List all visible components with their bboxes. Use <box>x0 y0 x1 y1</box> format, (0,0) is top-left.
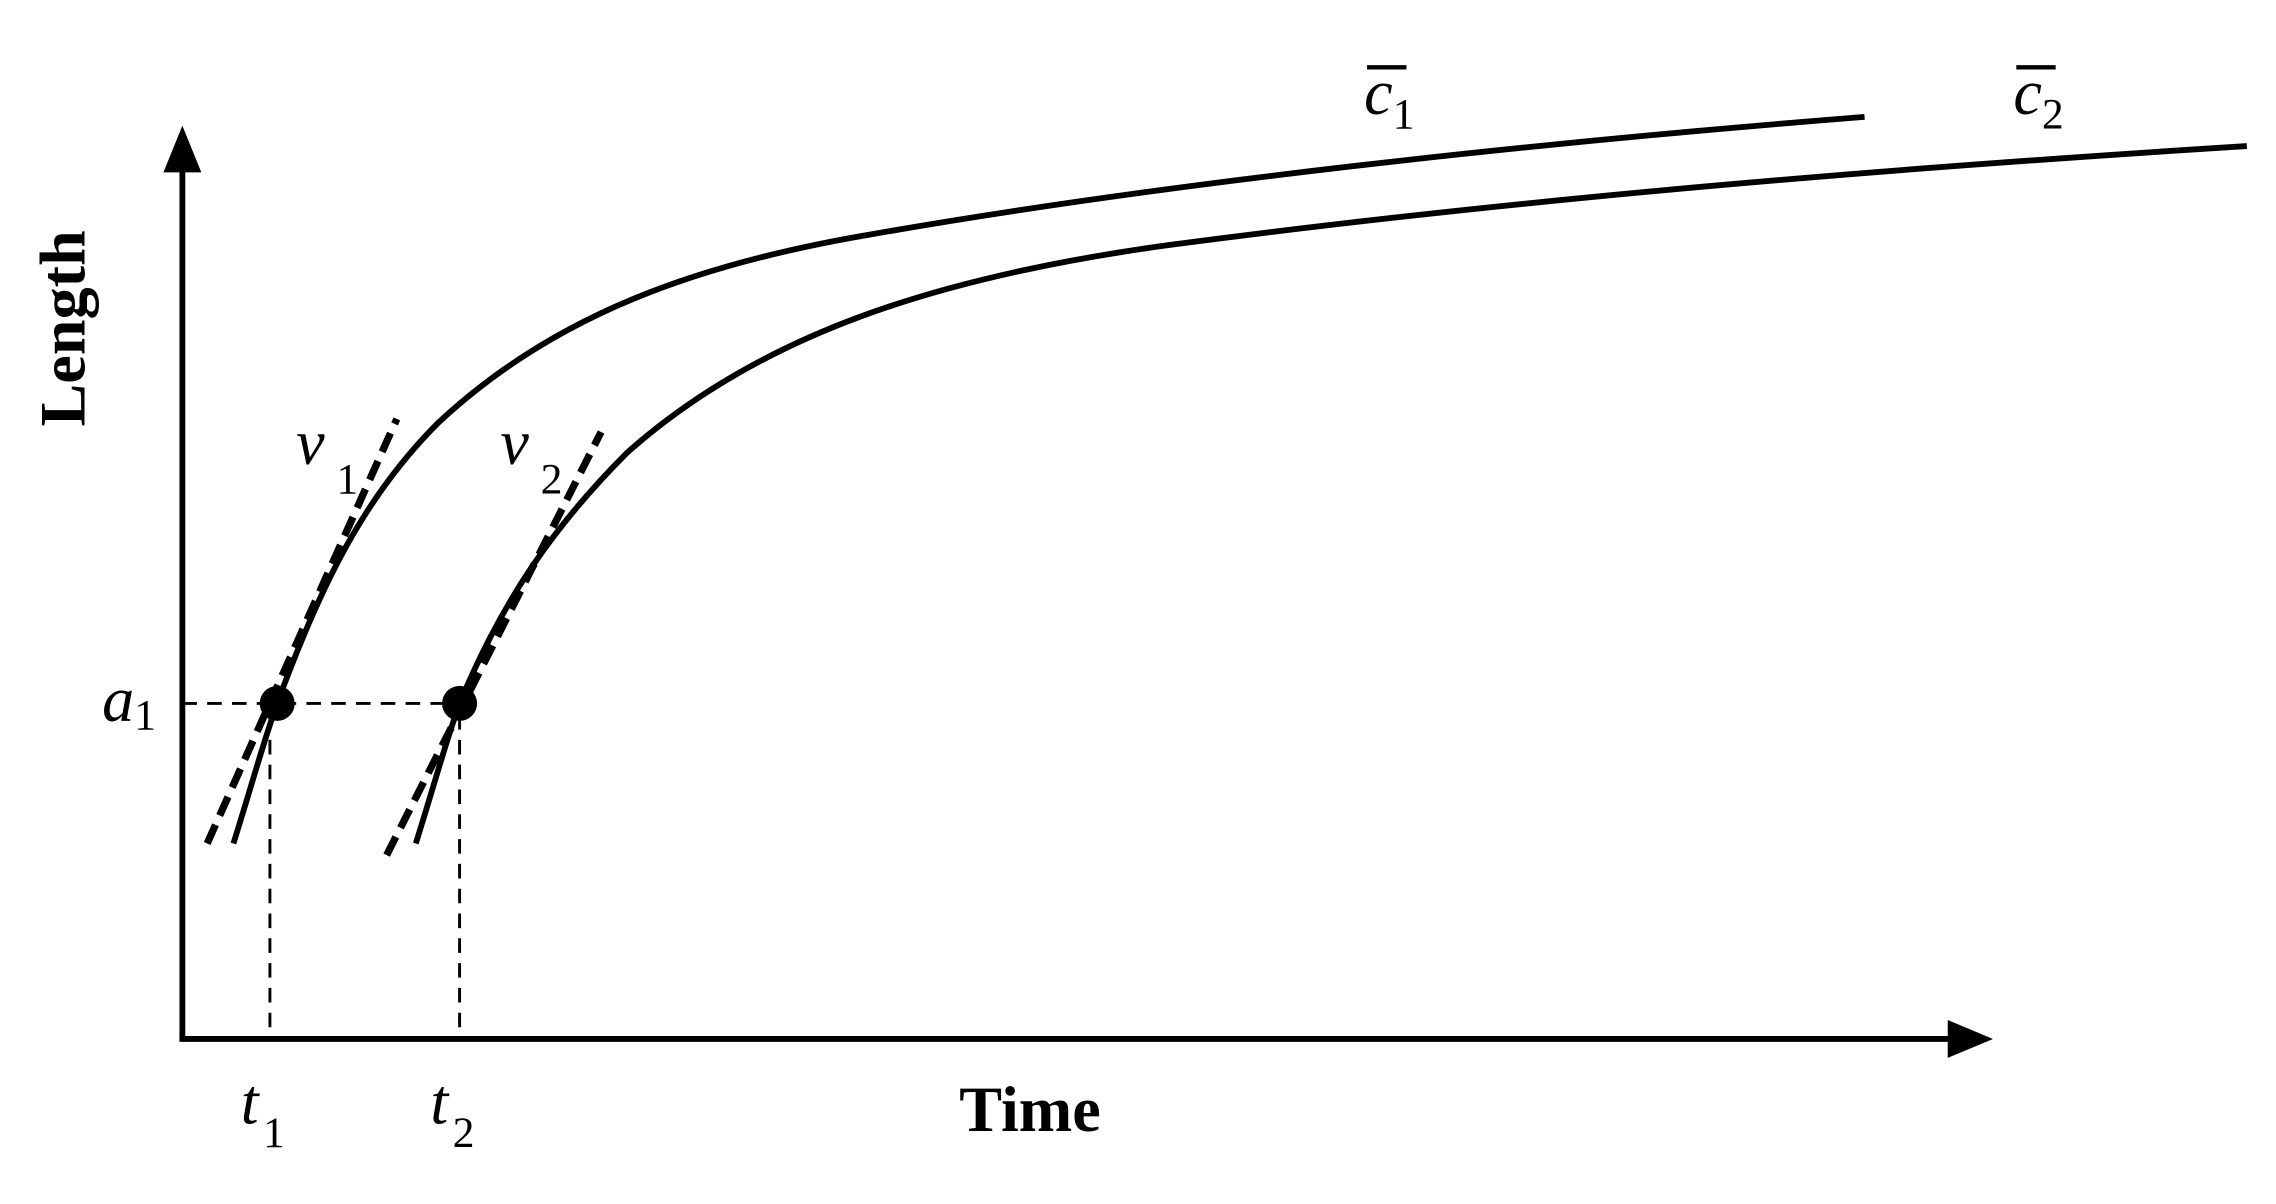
tangent-label: v1 <box>296 407 358 503</box>
y-arrow <box>163 125 202 173</box>
x-axis-label: Time <box>959 1074 1100 1145</box>
label: a <box>102 664 134 735</box>
label: v <box>296 407 325 478</box>
subscript: 1 <box>134 692 156 740</box>
curve-label: c1 <box>1364 57 1414 139</box>
subscript: 1 <box>263 1109 285 1157</box>
label: t <box>241 1067 261 1138</box>
curve-1 <box>230 113 1865 845</box>
y-axis-label: Length <box>28 230 99 426</box>
tangent-label: v2 <box>500 407 562 503</box>
curve-label: c2 <box>2013 57 2063 139</box>
subscript: 2 <box>541 455 563 503</box>
label: c <box>2013 57 2042 128</box>
curve-2 <box>413 143 2248 845</box>
subscript: 1 <box>1393 91 1415 139</box>
label: t <box>430 1067 450 1138</box>
point-1 <box>259 685 295 721</box>
tangent-1 <box>203 417 401 845</box>
point-2 <box>442 685 478 721</box>
subscript: 1 <box>336 455 358 503</box>
x-arrow <box>1947 1019 1993 1058</box>
tangent-2 <box>383 430 605 857</box>
subscript: 2 <box>2042 91 2064 139</box>
point-label: a1 <box>102 664 156 740</box>
subscript: 2 <box>453 1109 475 1157</box>
label: v <box>500 407 529 478</box>
label: c <box>1364 57 1393 128</box>
